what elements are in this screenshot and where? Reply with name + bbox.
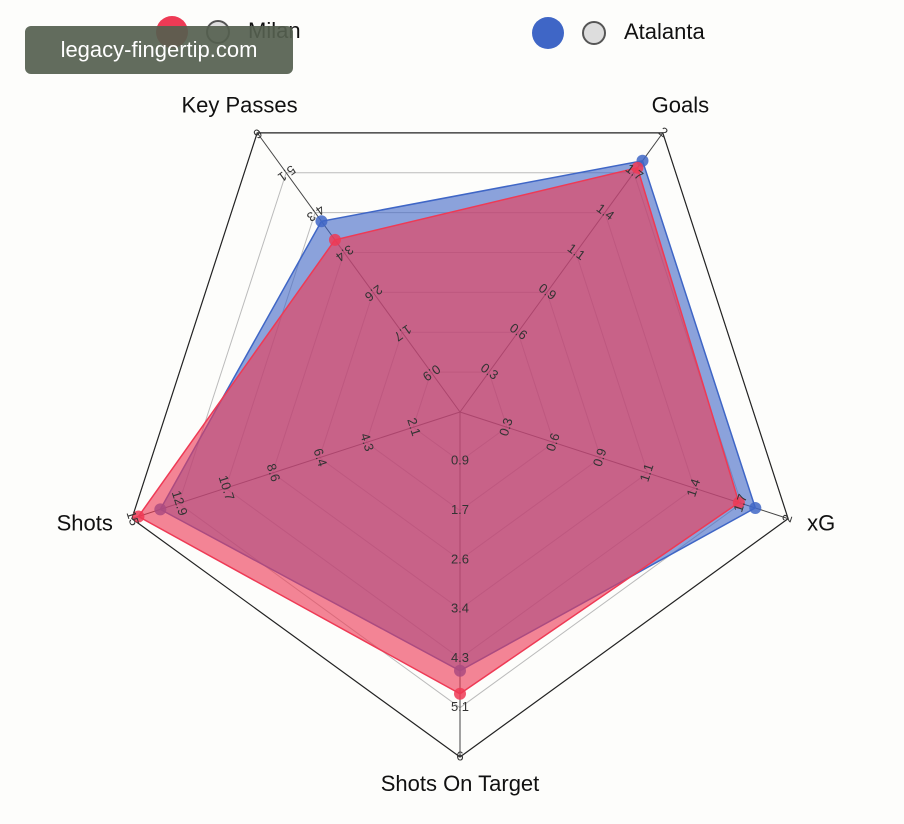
- data-point: [315, 215, 328, 228]
- tick-label: 3.4: [451, 601, 469, 616]
- tick-label: 2.6: [451, 551, 469, 566]
- watermark: legacy-fingertip.com: [61, 37, 258, 62]
- data-point: [328, 233, 341, 246]
- series-area: [137, 166, 740, 695]
- data-point: [749, 501, 762, 514]
- tick-label: 0.9: [451, 453, 469, 468]
- axis-name: Goals: [652, 93, 709, 118]
- tick-label: 1.7: [730, 492, 750, 514]
- data-point: [454, 687, 466, 700]
- tick-label: 0.6: [543, 431, 563, 453]
- tick-label: 2.1: [404, 416, 424, 438]
- data-point: [132, 510, 145, 523]
- tick-label: 8.6: [264, 462, 284, 484]
- tick-label: 1.4: [683, 477, 703, 499]
- tick-label: 1.7: [451, 502, 469, 517]
- tick-label: 15: [124, 509, 143, 527]
- tick-label: 4.3: [357, 431, 377, 453]
- grid-line: [131, 132, 789, 758]
- watermark-box: [25, 26, 293, 74]
- legend-label: Atalanta: [624, 19, 705, 44]
- data-point: [732, 496, 745, 509]
- axis-name: xG: [807, 510, 835, 535]
- data-point: [631, 161, 644, 174]
- axis-name: Key Passes: [181, 93, 297, 118]
- axis-name: Shots: [57, 510, 113, 535]
- tick-label: 2: [656, 124, 671, 140]
- tick-label: 5.1: [275, 162, 298, 185]
- tick-label: 12.9: [169, 489, 191, 518]
- tick-label: 6: [456, 748, 463, 763]
- tick-label: 5.1: [451, 699, 469, 714]
- axis-name: Shots On Target: [381, 771, 540, 796]
- tick-label: 4.3: [451, 650, 469, 665]
- tick-label: 1.1: [637, 462, 657, 484]
- legend-marker[interactable]: [532, 17, 564, 49]
- tick-label: 0.9: [590, 446, 610, 468]
- tick-label: 6: [251, 126, 266, 142]
- legend-badge: [582, 21, 606, 45]
- tick-label: 6.4: [310, 446, 330, 468]
- tick-label: 0.3: [496, 416, 516, 438]
- tick-label: 2: [779, 513, 796, 525]
- tick-label: 10.7: [216, 473, 238, 502]
